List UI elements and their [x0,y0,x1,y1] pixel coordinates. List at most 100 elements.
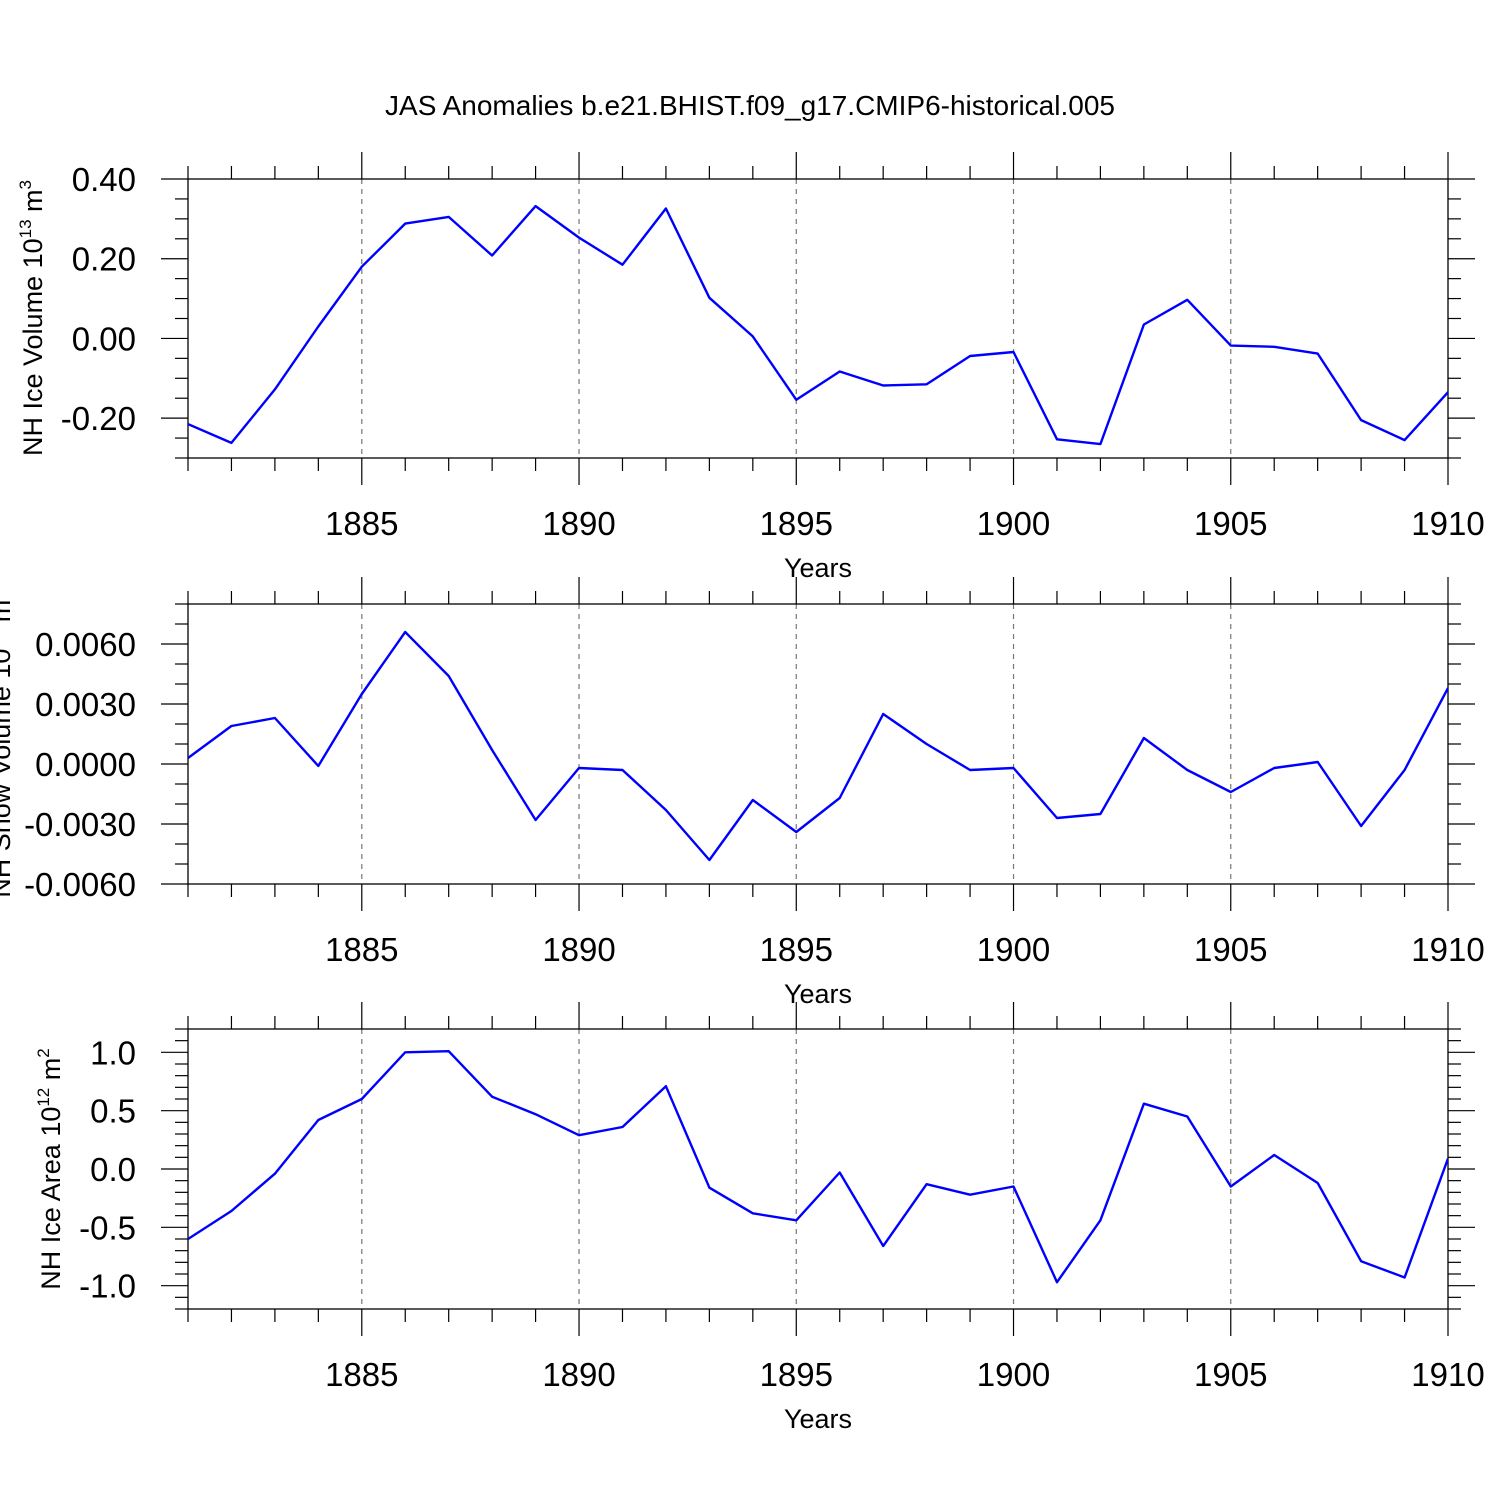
ice-volume-point-1898 [925,382,929,386]
ice-area-point-1895 [794,1218,798,1222]
ice-area-point-1899 [968,1193,972,1197]
snow-volume-xtick-label-1905: 1905 [1194,931,1267,968]
ice-volume-point-1906 [1272,345,1276,349]
ice-volume-series-line [188,204,1448,446]
ice-volume-yaxis-title-exponent: 13 [16,219,35,238]
snow-volume-point-1886 [403,630,407,634]
ice-volume-point-1885 [360,265,364,269]
snow-volume-point-1892 [664,808,668,812]
ice-area-ytick-label-0: -1.0 [79,1268,136,1305]
ice-volume-yaxis-title: NH Ice Volume 1013 m3 [16,180,48,456]
snow-volume-point-1889 [534,818,538,822]
ice-volume-xtick-label-1895: 1895 [760,505,833,542]
ice-volume-point-1884 [316,324,320,328]
snow-volume-xtick-label-1900: 1900 [977,931,1050,968]
snow-volume-point-1888 [490,748,494,752]
ice-volume-point-1886 [403,222,407,226]
ice-area-point-1892 [664,1084,668,1088]
ice-area-point-1904 [1185,1115,1189,1119]
ice-volume-point-1903 [1142,322,1146,326]
snow-volume-point-1905 [1229,790,1233,794]
ice-area-xtick-label-1885: 1885 [325,1356,398,1393]
snow-volume-series-line [188,630,1448,862]
ice-area-point-1883 [273,1172,277,1176]
ice-area-yaxis-title-unit: m [36,1058,66,1088]
snow-volume-point-1906 [1272,766,1276,770]
ice-area-point-1909 [1403,1276,1407,1280]
ice-volume-yaxis-title-unit-exponent: 3 [16,180,35,189]
ice-volume-ytick-label-2: 0.20 [72,241,136,278]
ice-area-xtick-label-1890: 1890 [542,1356,615,1393]
snow-volume-point-1896 [838,796,842,800]
ice-area-point-1907 [1316,1181,1320,1185]
ice-area-point-1903 [1142,1102,1146,1106]
ice-area-point-1894 [751,1211,755,1215]
ice-volume-ytick-label-0: -0.20 [61,400,136,437]
snow-volume-yaxis-title-prefix: NH Snow Volume 10 [0,649,16,898]
ice-volume-yaxis-title-prefix: NH Ice Volume 10 [18,238,48,456]
ice-volume-point-1910 [1446,390,1450,394]
ice-volume-panel: 1885 1890 1895 1900 1905 1910 Years -0.20 0.00 0.… [16,152,1485,583]
ice-volume-xtick-label-1905: 1905 [1194,505,1267,542]
snow-volume-yaxis-title-exponent: 13 [0,630,3,649]
snow-volume-point-1883 [273,716,277,720]
ice-volume-xtick-label-1910: 1910 [1411,505,1484,542]
ice-area-point-1881 [186,1237,190,1241]
snow-volume-point-1899 [968,768,972,772]
ice-volume-point-1905 [1229,344,1233,348]
snow-volume-xtick-label-1895: 1895 [760,931,833,968]
ice-area-point-1906 [1272,1153,1276,1157]
ice-volume-yaxis-title-unit: m [18,189,48,219]
ice-volume-point-1883 [273,387,277,391]
snow-volume-ytick-label-3: 0.0030 [35,686,136,723]
ice-volume-point-1881 [186,422,190,426]
ice-area-yaxis-title-exponent: 12 [34,1088,53,1107]
ice-area-point-1882 [229,1209,233,1213]
snow-volume-point-1900 [1012,766,1016,770]
ice-area-xtick-label-1900: 1900 [977,1356,1050,1393]
ice-area-point-1908 [1359,1259,1363,1263]
ice-area-plot-frame [187,1028,1449,1310]
snow-volume-point-1908 [1359,824,1363,828]
snow-volume-xtick-label-1885: 1885 [325,931,398,968]
ice-volume-xtick-label-1885: 1885 [325,505,398,542]
snow-volume-xtick-label-1890: 1890 [542,931,615,968]
ice-volume-point-1893 [707,296,711,300]
ice-area-point-1902 [1098,1218,1102,1222]
ice-area-xtick-label-1905: 1905 [1194,1356,1267,1393]
ice-area-ytick-label-4: 1.0 [90,1034,136,1071]
ice-area-point-1887 [447,1049,451,1053]
ice-area-yaxis-title: NH Ice Area 1012 m2 [34,1048,66,1289]
ice-area-point-1900 [1012,1185,1016,1189]
ice-volume-point-1902 [1098,442,1102,446]
ice-area-xaxis-title: Years [784,1404,852,1434]
ice-area-ytick-label-3: 0.5 [90,1093,136,1130]
ice-volume-point-1900 [1012,350,1016,354]
snow-volume-ytick-label-1: -0.0030 [24,806,136,843]
ice-area-point-1893 [707,1186,711,1190]
snow-volume-panel: 1885 1890 1895 1900 1905 1910 Years -0.0060 -0.0… [0,577,1485,1009]
ice-area-xtick-label-1910: 1910 [1411,1356,1484,1393]
snow-volume-point-1909 [1403,768,1407,772]
snow-volume-point-1884 [316,764,320,768]
snow-volume-xtick-label-1910: 1910 [1411,931,1484,968]
snow-volume-point-1890 [577,766,581,770]
snow-volume-point-1907 [1316,760,1320,764]
ice-volume-point-1897 [881,383,885,387]
ice-area-point-1896 [838,1171,842,1175]
snow-volume-point-1904 [1185,768,1189,772]
snow-volume-plot-frame [187,603,1449,885]
ice-volume-xaxis-title: Years [784,553,852,583]
ice-area-yaxis-title-prefix: NH Ice Area 10 [36,1107,66,1290]
snow-volume-point-1902 [1098,812,1102,816]
snow-volume-point-1894 [751,798,755,802]
snow-volume-point-1885 [360,692,364,696]
snow-volume-point-1882 [229,724,233,728]
ice-volume-ytick-label-3: 0.40 [72,161,136,198]
ice-area-series-line [188,1050,1448,1284]
snow-volume-point-1891 [620,768,624,772]
ice-area-point-1898 [925,1182,929,1186]
ice-volume-point-1909 [1403,438,1407,442]
snow-volume-point-1887 [447,674,451,678]
